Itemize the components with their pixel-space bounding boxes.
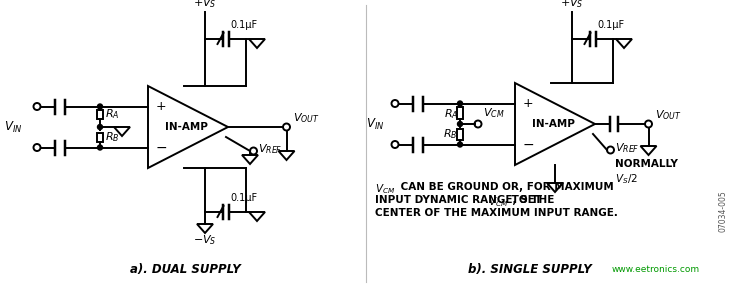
Text: $-V_S$: $-V_S$ (193, 233, 217, 247)
Text: $V_{REF}$: $V_{REF}$ (258, 142, 283, 156)
Text: TO THE: TO THE (508, 195, 554, 205)
Bar (457, 106, 463, 119)
Text: $V_{CM}$: $V_{CM}$ (488, 195, 508, 209)
Text: $+V_S$: $+V_S$ (560, 0, 584, 10)
Text: 0.1μF: 0.1μF (231, 193, 258, 203)
Text: NORMALLY: NORMALLY (615, 159, 678, 169)
Text: $V_{REF}$: $V_{REF}$ (615, 141, 640, 155)
Circle shape (97, 145, 102, 150)
Text: a). DUAL SUPPLY: a). DUAL SUPPLY (130, 263, 240, 276)
Text: $R_B$: $R_B$ (105, 130, 119, 144)
Text: $V_{CM}$: $V_{CM}$ (483, 106, 504, 120)
Circle shape (458, 121, 463, 127)
Text: 07034-005: 07034-005 (719, 190, 728, 232)
Text: IN-AMP: IN-AMP (165, 122, 207, 132)
Text: 0.1μF: 0.1μF (597, 20, 624, 30)
Circle shape (458, 142, 463, 147)
Bar (97, 110, 103, 119)
Circle shape (458, 101, 463, 106)
Circle shape (97, 104, 102, 109)
Text: −: − (523, 137, 534, 152)
Text: $V_S/2$: $V_S/2$ (615, 172, 638, 186)
Text: +: + (523, 97, 534, 110)
Text: $R_A$: $R_A$ (105, 107, 119, 121)
Text: $V_{OUT}$: $V_{OUT}$ (655, 108, 681, 122)
Text: INPUT DYNAMIC RANGE, SET: INPUT DYNAMIC RANGE, SET (375, 195, 545, 205)
Bar (457, 129, 463, 139)
Text: $R_B$: $R_B$ (444, 127, 458, 141)
Text: www.eetronics.com: www.eetronics.com (612, 265, 700, 274)
Text: b). SINGLE SUPPLY: b). SINGLE SUPPLY (468, 263, 592, 276)
Text: −: − (156, 141, 168, 154)
Text: $R_A$: $R_A$ (444, 107, 458, 121)
Text: CENTER OF THE MAXIMUM INPUT RANGE.: CENTER OF THE MAXIMUM INPUT RANGE. (375, 208, 618, 218)
Circle shape (97, 125, 102, 129)
Text: CAN BE GROUND OR, FOR MAXIMUM: CAN BE GROUND OR, FOR MAXIMUM (397, 182, 613, 192)
Text: +: + (156, 100, 167, 113)
Text: $V_{IN}$: $V_{IN}$ (365, 117, 384, 131)
Text: 0.1μF: 0.1μF (231, 20, 258, 30)
Text: $+V_S$: $+V_S$ (193, 0, 217, 10)
Text: $V_{CM}$: $V_{CM}$ (375, 182, 395, 196)
Text: IN-AMP: IN-AMP (531, 119, 575, 129)
Bar (97, 133, 103, 141)
Text: $V_{IN}$: $V_{IN}$ (4, 119, 22, 135)
Text: $V_{OUT}$: $V_{OUT}$ (293, 111, 320, 125)
